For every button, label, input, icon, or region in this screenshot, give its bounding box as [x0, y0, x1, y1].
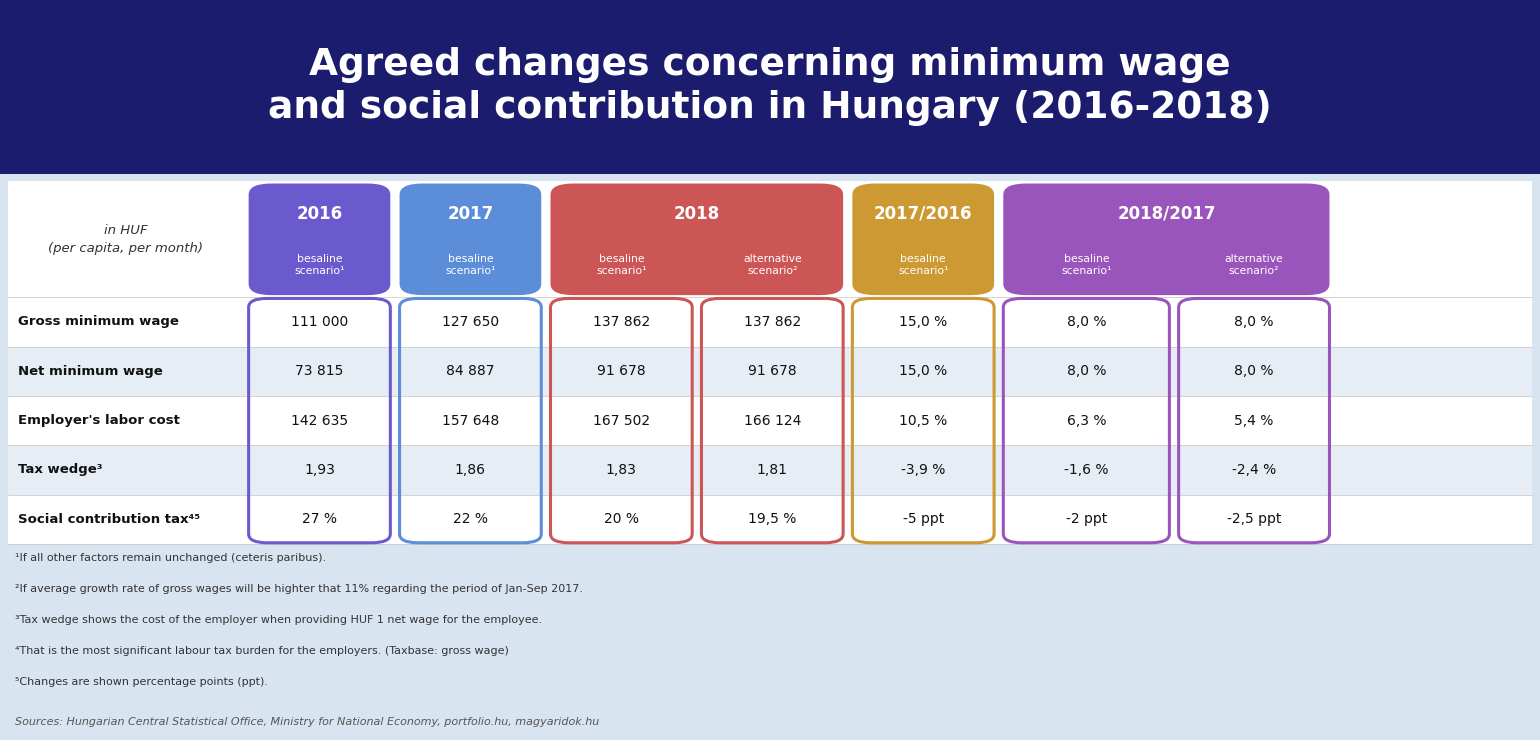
Bar: [0, 0, 1540, 174]
Text: ³Tax wedge shows the cost of the employer when providing HUF 1 net wage for the : ³Tax wedge shows the cost of the employe…: [15, 615, 542, 625]
Text: -2 ppt: -2 ppt: [1066, 512, 1107, 526]
Text: in HUF
(per capita, per month): in HUF (per capita, per month): [48, 223, 203, 255]
Text: M: M: [259, 10, 419, 164]
FancyBboxPatch shape: [248, 184, 390, 295]
Text: 5,4 %: 5,4 %: [1235, 414, 1274, 428]
Text: Sources: Hungarian Central Statistical Office, Ministry for National Economy, po: Sources: Hungarian Central Statistical O…: [15, 717, 599, 727]
Text: 167 502: 167 502: [593, 414, 650, 428]
Text: 8,0 %: 8,0 %: [1235, 364, 1274, 378]
FancyBboxPatch shape: [852, 184, 995, 295]
Text: 157 648: 157 648: [442, 414, 499, 428]
FancyBboxPatch shape: [1004, 184, 1329, 295]
FancyBboxPatch shape: [550, 184, 842, 295]
Text: ⁴That is the most significant labour tax burden for the employers. (Taxbase: gro: ⁴That is the most significant labour tax…: [15, 646, 510, 656]
Text: 15,0 %: 15,0 %: [899, 315, 947, 329]
Text: -1,6 %: -1,6 %: [1064, 463, 1109, 477]
Text: ¹If all other factors remain unchanged (ceteris paribus).: ¹If all other factors remain unchanged (…: [15, 553, 326, 563]
Text: besaline
scenario¹: besaline scenario¹: [898, 254, 949, 276]
Text: 84 887: 84 887: [447, 364, 494, 378]
Text: 137 862: 137 862: [593, 315, 650, 329]
Text: 8,0 %: 8,0 %: [1235, 315, 1274, 329]
Text: -3,9 %: -3,9 %: [901, 463, 946, 477]
Bar: [8, 346, 1532, 396]
Text: besaline
scenario¹: besaline scenario¹: [445, 254, 496, 276]
Text: 6,3 %: 6,3 %: [1067, 414, 1106, 428]
Text: 1,83: 1,83: [605, 463, 636, 477]
Text: besaline
scenario¹: besaline scenario¹: [596, 254, 647, 276]
Text: 1,81: 1,81: [756, 463, 788, 477]
Text: -2,4 %: -2,4 %: [1232, 463, 1277, 477]
Text: 91 678: 91 678: [748, 364, 796, 378]
Text: 2016: 2016: [296, 205, 342, 223]
Text: Net minimum wage: Net minimum wage: [18, 365, 163, 378]
Text: 166 124: 166 124: [744, 414, 801, 428]
FancyBboxPatch shape: [399, 184, 541, 295]
Text: 8,0 %: 8,0 %: [1067, 364, 1106, 378]
Text: ⁵Changes are shown percentage points (ppt).: ⁵Changes are shown percentage points (pp…: [15, 677, 268, 687]
Bar: [8, 494, 1532, 544]
Text: Tax wedge³: Tax wedge³: [18, 463, 103, 477]
Text: 27 %: 27 %: [302, 512, 337, 526]
Text: 73 815: 73 815: [296, 364, 343, 378]
Text: 10,5 %: 10,5 %: [899, 414, 947, 428]
Text: 2017: 2017: [447, 205, 493, 223]
Text: 19,5 %: 19,5 %: [748, 512, 796, 526]
Text: Gross minimum wage: Gross minimum wage: [18, 315, 179, 329]
Text: Agreed changes concerning minimum wage
and social contribution in Hungary (2016-: Agreed changes concerning minimum wage a…: [268, 47, 1272, 127]
Text: 2018: 2018: [675, 205, 719, 223]
Text: besaline
scenario¹: besaline scenario¹: [1061, 254, 1112, 276]
Text: 127 650: 127 650: [442, 315, 499, 329]
Text: 2017/2016: 2017/2016: [875, 205, 972, 223]
Text: 111 000: 111 000: [291, 315, 348, 329]
Text: alternative
scenario²: alternative scenario²: [742, 254, 802, 276]
Text: 1,86: 1,86: [454, 463, 487, 477]
Text: 15,0 %: 15,0 %: [899, 364, 947, 378]
Text: 142 635: 142 635: [291, 414, 348, 428]
Text: Social contribution tax⁴⁵: Social contribution tax⁴⁵: [18, 513, 200, 525]
Text: 91 678: 91 678: [598, 364, 645, 378]
Text: 2018/2017: 2018/2017: [1116, 205, 1215, 223]
Bar: [8, 445, 1532, 494]
Bar: [8, 181, 1532, 544]
Text: ²If average growth rate of gross wages will be highter that 11% regarding the pe: ²If average growth rate of gross wages w…: [15, 584, 584, 594]
Text: alternative
scenario²: alternative scenario²: [1224, 254, 1283, 276]
Text: -2,5 ppt: -2,5 ppt: [1227, 512, 1281, 526]
Text: 8,0 %: 8,0 %: [1067, 315, 1106, 329]
Text: 20 %: 20 %: [604, 512, 639, 526]
Text: 137 862: 137 862: [744, 315, 801, 329]
Text: Employer's labor cost: Employer's labor cost: [18, 414, 180, 427]
Bar: [8, 396, 1532, 445]
Text: M: M: [659, 10, 819, 164]
Text: besaline
scenario¹: besaline scenario¹: [294, 254, 345, 276]
Text: 22 %: 22 %: [453, 512, 488, 526]
Bar: [8, 297, 1532, 346]
Text: -5 ppt: -5 ppt: [902, 512, 944, 526]
Text: 1,93: 1,93: [303, 463, 334, 477]
